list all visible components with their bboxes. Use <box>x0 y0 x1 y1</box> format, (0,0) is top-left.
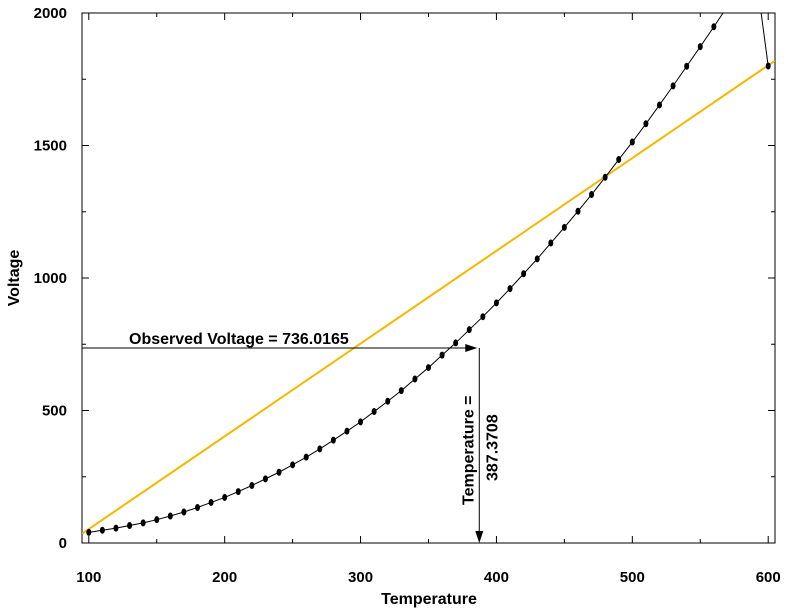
data-point <box>330 436 336 444</box>
y-tick-label: 1500 <box>34 138 67 155</box>
x-tick-label: 300 <box>348 569 373 586</box>
data-point <box>303 453 309 461</box>
data-point <box>493 299 499 307</box>
data-point <box>439 351 445 359</box>
linear-fit-line <box>82 59 775 535</box>
x-tick-label: 500 <box>620 569 645 586</box>
annotation-group: Observed Voltage = 736.0165 Temperature … <box>82 331 501 543</box>
y-tick-label: 500 <box>42 403 67 420</box>
data-point <box>140 519 146 527</box>
data-point <box>398 387 404 395</box>
y-tick-label: 0 <box>59 535 67 552</box>
data-point <box>561 223 567 231</box>
data-point <box>765 62 771 70</box>
x-tick-label: 100 <box>76 569 101 586</box>
data-point <box>113 524 119 532</box>
data-point <box>534 255 540 263</box>
data-point <box>99 526 105 534</box>
series-group <box>82 13 775 536</box>
data-point <box>697 43 703 51</box>
temperature-label-line1: Temperature = <box>460 395 477 505</box>
observed-voltage-label: Observed Voltage = 736.0165 <box>129 331 349 348</box>
data-point <box>426 364 431 372</box>
data-point <box>548 239 554 247</box>
y-axis-title: Voltage <box>6 250 23 307</box>
y-tick-label: 2000 <box>34 5 67 22</box>
data-point <box>358 418 364 426</box>
data-point <box>385 397 391 405</box>
data-point <box>670 82 676 90</box>
data-point <box>276 468 282 476</box>
data-point <box>602 173 608 181</box>
data-point <box>711 23 717 31</box>
observed-voltage-arrowhead <box>465 343 478 352</box>
x-axis-title: Temperature <box>381 591 477 608</box>
data-point <box>86 528 92 536</box>
data-point <box>262 475 268 483</box>
data-point <box>208 498 214 506</box>
data-point <box>371 408 377 416</box>
data-point <box>684 62 690 70</box>
data-point <box>127 522 133 530</box>
y-tick-label: 1000 <box>34 270 67 287</box>
data-point <box>507 285 513 293</box>
data-point <box>521 270 527 278</box>
calibration-curve <box>88 13 769 533</box>
data-point <box>575 207 581 215</box>
data-point <box>466 326 472 334</box>
data-point <box>344 427 350 435</box>
x-axis: 100 200 300 400 500 600 <box>76 13 781 586</box>
data-point <box>480 313 486 321</box>
data-point <box>453 339 459 347</box>
x-tick-label: 600 <box>756 569 781 586</box>
data-point <box>589 191 595 199</box>
x-tick-label: 200 <box>212 569 237 586</box>
data-point <box>222 493 228 501</box>
data-point <box>290 461 296 469</box>
data-point <box>181 508 187 516</box>
temperature-arrowhead <box>475 531 484 543</box>
data-point <box>235 488 241 496</box>
data-point <box>167 512 173 520</box>
data-point <box>616 156 622 164</box>
temperature-label-line2: 387.3708 <box>484 414 501 481</box>
data-point <box>195 503 200 511</box>
x-tick-label: 400 <box>484 569 509 586</box>
data-point <box>643 120 649 128</box>
data-point <box>657 101 662 109</box>
data-point <box>412 375 418 383</box>
data-point <box>317 445 323 453</box>
data-point <box>629 138 635 146</box>
data-point <box>154 516 160 524</box>
y-axis: 0 500 1000 1500 2000 <box>34 5 775 552</box>
data-point <box>249 481 255 489</box>
